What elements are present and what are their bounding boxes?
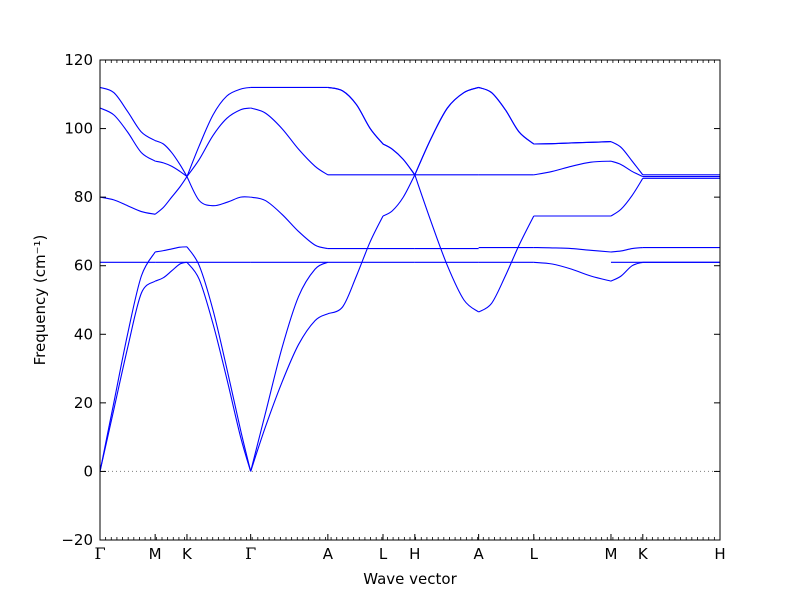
y-tick-label: 40 (74, 325, 93, 343)
band-line-seg1-b3 (154, 176, 188, 215)
band-line-seg3-b3 (250, 196, 329, 250)
band-line-seg4-b4 (327, 86, 384, 145)
y-tick-label: 60 (74, 257, 93, 275)
band-line-seg0-b4 (99, 107, 156, 162)
band-line-seg1-b0 (154, 261, 188, 282)
band-line-seg0-b3 (99, 196, 156, 215)
plot-area (99, 86, 720, 472)
band-line-seg8-b1 (533, 261, 612, 282)
band-line-seg0-b5 (99, 86, 156, 142)
x-tick-label: M (149, 545, 162, 563)
band-line-seg3-b1 (250, 261, 329, 472)
y-tick-label: 120 (64, 51, 93, 69)
y-tick-label: 80 (74, 188, 93, 206)
band-line-seg2-b3 (186, 176, 251, 207)
y-tick-label: 20 (74, 394, 93, 412)
band-line-seg5-b0 (382, 174, 416, 217)
x-tick-label: L (530, 545, 539, 563)
axis-ticks: −20 0 20 40 60 80 100 120 Γ M K Γ A L H A L M K H (61, 51, 725, 563)
x-axis-label: Wave vector (363, 570, 457, 588)
band-line-seg7-b4 (478, 86, 535, 145)
x-tick-label: A (323, 545, 334, 563)
x-tick-label: K (638, 545, 649, 563)
band-line-seg1-b5 (154, 140, 188, 177)
band-line-seg9-b4 (610, 141, 644, 176)
band-line-seg4-b0 (327, 215, 384, 315)
x-tick-label: Γ (94, 544, 105, 563)
band-line-seg9-b3 (610, 160, 644, 178)
x-tick-label: H (409, 545, 420, 563)
band-line-seg3-b4 (250, 107, 329, 176)
y-axis-label: Frequency (cm⁻¹) (31, 235, 49, 366)
band-line-seg7-b0 (478, 215, 535, 313)
band-line-seg7-b5 (478, 86, 535, 145)
band-line-seg8-b5 (533, 141, 611, 145)
x-tick-label: H (714, 545, 725, 563)
band-line-seg5-b4 (382, 143, 416, 176)
band-line-seg6-b0 (414, 174, 479, 313)
band-line-seg2-b0 (186, 261, 252, 472)
y-tick-label: 100 (64, 120, 93, 138)
band-line-seg9-b2 (610, 177, 644, 217)
band-line-seg8-b3 (533, 160, 612, 176)
band-line-seg9-b0 (610, 261, 643, 282)
band-line-seg9-b1 (610, 246, 643, 253)
band-line-seg0-b1 (99, 251, 156, 472)
y-tick-label: 0 (83, 462, 93, 480)
band-line-seg6-b5 (414, 86, 479, 176)
band-line-seg6-b4 (414, 86, 479, 176)
x-tick-label: L (379, 545, 388, 563)
x-tick-label: K (182, 545, 193, 563)
plot-frame (99, 59, 721, 541)
band-line-seg4-b5 (327, 86, 384, 145)
band-line-seg1-b1 (155, 246, 187, 253)
band-line-seg5-b5 (382, 143, 416, 176)
band-line-seg1-b4 (155, 160, 188, 178)
x-tick-label: Γ (245, 544, 256, 563)
band-line-seg0-b0 (99, 280, 156, 472)
y-tick-label: −20 (61, 531, 93, 549)
x-tick-label: A (473, 545, 484, 563)
x-tick-label: M (605, 545, 618, 563)
band-line-seg2-b1 (186, 246, 252, 472)
band-line-seg2-b5 (186, 86, 251, 177)
band-line-seg8-b2 (533, 246, 612, 253)
band-line-seg3-b0 (250, 313, 329, 472)
band-line-seg2-b4 (186, 107, 251, 177)
